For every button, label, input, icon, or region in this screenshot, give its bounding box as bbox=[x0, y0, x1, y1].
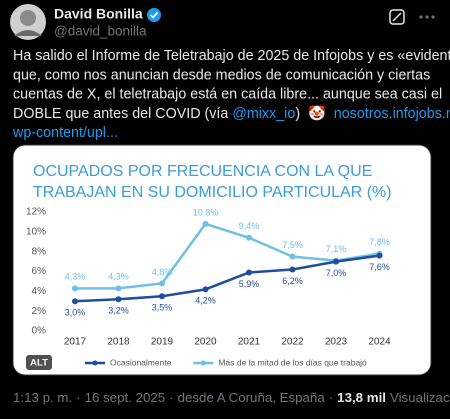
point bbox=[202, 220, 209, 227]
separator: · bbox=[76, 390, 80, 405]
tweet-text: Ha salido el Informe de Teletrabajo de 2… bbox=[12, 48, 450, 141]
point bbox=[202, 286, 209, 293]
alt-badge[interactable] bbox=[26, 355, 52, 370]
footer: 1:13 p. m. · 16 sept. 2025 · desde A Coruña,… bbox=[13, 390, 450, 405]
separator: · bbox=[169, 390, 173, 405]
chart: OCUPADOS POR FRECUENCIA CON LA QUE TRABAJ… bbox=[26, 163, 392, 367]
more-button[interactable] bbox=[419, 15, 435, 19]
tweet-line: que, como nos anuncian desde medios de c… bbox=[13, 67, 430, 83]
series-line bbox=[74, 254, 380, 303]
value-label: 3,0% bbox=[65, 308, 86, 318]
point bbox=[115, 296, 122, 303]
time[interactable]: 1:13 p. m. bbox=[13, 390, 72, 405]
value-label: 4,2% bbox=[195, 296, 216, 306]
image-card[interactable] bbox=[12, 144, 432, 376]
author-name[interactable]: David Bonilla bbox=[54, 6, 143, 22]
x-tick-label: 2019 bbox=[151, 337, 174, 348]
date[interactable]: 16 sept. 2025 bbox=[85, 390, 166, 405]
x-tick-label: 2017 bbox=[64, 337, 87, 348]
dot[interactable] bbox=[425, 15, 429, 19]
chart-title: OCUPADOS POR FRECUENCIA CON LA QUE bbox=[33, 163, 372, 180]
value-label: 3,5% bbox=[152, 303, 173, 313]
tweet-line: cuentas de X, el teletrabajo está en caí… bbox=[13, 86, 442, 102]
avatar-body bbox=[14, 30, 42, 36]
series-line bbox=[75, 222, 380, 290]
text-run: Ha salido el Informe de Teletrabajo de 2… bbox=[13, 48, 450, 64]
value-label: 7,6% bbox=[369, 262, 390, 272]
value-label: 7,0% bbox=[326, 268, 347, 278]
dot[interactable] bbox=[431, 15, 435, 19]
x-tick-label: 2022 bbox=[281, 337, 304, 348]
value-label: 4,3% bbox=[65, 272, 86, 282]
separator: · bbox=[329, 390, 333, 405]
value-label: 7,8% bbox=[369, 237, 390, 247]
link[interactable]: nosotros.infojobs.net/ bbox=[334, 106, 450, 122]
y-tick-label: 10% bbox=[26, 226, 46, 237]
text-run: DOBLE que antes del COVID (vía bbox=[13, 106, 232, 122]
y-tick-label: 4% bbox=[32, 286, 47, 297]
point bbox=[159, 280, 165, 287]
badge-check bbox=[149, 11, 159, 19]
tweet-line: wp-content/upl... bbox=[12, 125, 118, 141]
point bbox=[289, 253, 296, 260]
legend-dot bbox=[200, 360, 206, 366]
point bbox=[376, 252, 383, 259]
x-tick-label: 2018 bbox=[107, 337, 130, 348]
y-tick-label: 6% bbox=[32, 266, 47, 277]
point bbox=[115, 285, 122, 292]
grok-icon[interactable] bbox=[389, 9, 405, 25]
author-handle[interactable]: @david_bonilla bbox=[54, 24, 147, 39]
value-label: 9,4% bbox=[239, 221, 260, 231]
grok-button[interactable] bbox=[389, 9, 405, 25]
views-label: Visualizaciones bbox=[390, 390, 450, 405]
text-run: cuentas de X, el teletrabajo está en caí… bbox=[13, 86, 442, 102]
value-label: 4,3% bbox=[108, 272, 129, 282]
y-tick-label: 8% bbox=[32, 246, 47, 257]
legend-label: Ocasionalmente bbox=[110, 357, 172, 367]
chart-title: TRABAJAN EN SU DOMICILIO PARTICULAR (%) bbox=[33, 184, 392, 201]
badge-circle bbox=[147, 8, 161, 22]
y-tick-label: 12% bbox=[26, 207, 46, 218]
value-label: 5,9% bbox=[239, 279, 260, 289]
text-run: ) 🤡 bbox=[295, 105, 333, 122]
link[interactable]: wp-content/upl... bbox=[12, 125, 118, 141]
x-tick-label: 2023 bbox=[325, 337, 348, 348]
location: desde A Coruña, España bbox=[178, 390, 326, 405]
value-label: 3,2% bbox=[108, 306, 129, 316]
avatar-face bbox=[20, 10, 36, 26]
legend-dot bbox=[92, 360, 98, 366]
grok-slash bbox=[392, 12, 402, 22]
y-tick-label: 2% bbox=[32, 306, 47, 317]
timestamp-line: 1:13 p. m. · 16 sept. 2025 · desde A Coruña,… bbox=[13, 390, 450, 405]
point bbox=[289, 266, 296, 273]
point bbox=[159, 293, 165, 300]
value-label: 7,1% bbox=[326, 244, 347, 254]
legend-label: Más de la mitad de los días que trabajó bbox=[218, 357, 367, 367]
point bbox=[72, 298, 78, 305]
x-tick-label: 2024 bbox=[368, 337, 391, 348]
link[interactable]: @mixx_io bbox=[232, 106, 295, 122]
x-tick-label: 2021 bbox=[238, 337, 261, 348]
y-tick-label: 0% bbox=[32, 326, 47, 337]
avatar[interactable] bbox=[10, 4, 46, 40]
dot[interactable] bbox=[419, 15, 423, 19]
value-label: 4,8% bbox=[152, 267, 173, 277]
tweet-line: DOBLE que antes del COVID (vía @mixx_io)… bbox=[13, 105, 450, 122]
views: 13,8 mil bbox=[337, 390, 386, 405]
point bbox=[333, 258, 339, 265]
tweet-line: Ha salido el Informe de Teletrabajo de 2… bbox=[13, 48, 450, 64]
verified-badge bbox=[147, 8, 161, 22]
value-label: 10,8% bbox=[193, 207, 219, 217]
alt-badge-text[interactable]: ALT bbox=[30, 358, 48, 369]
value-label: 6,2% bbox=[282, 276, 303, 286]
point bbox=[246, 269, 252, 276]
text-run: que, como nos anuncian desde medios de c… bbox=[13, 67, 430, 83]
value-label: 7,5% bbox=[282, 240, 303, 250]
x-tick-label: 2020 bbox=[194, 337, 217, 348]
point bbox=[246, 234, 252, 241]
point bbox=[72, 285, 78, 292]
